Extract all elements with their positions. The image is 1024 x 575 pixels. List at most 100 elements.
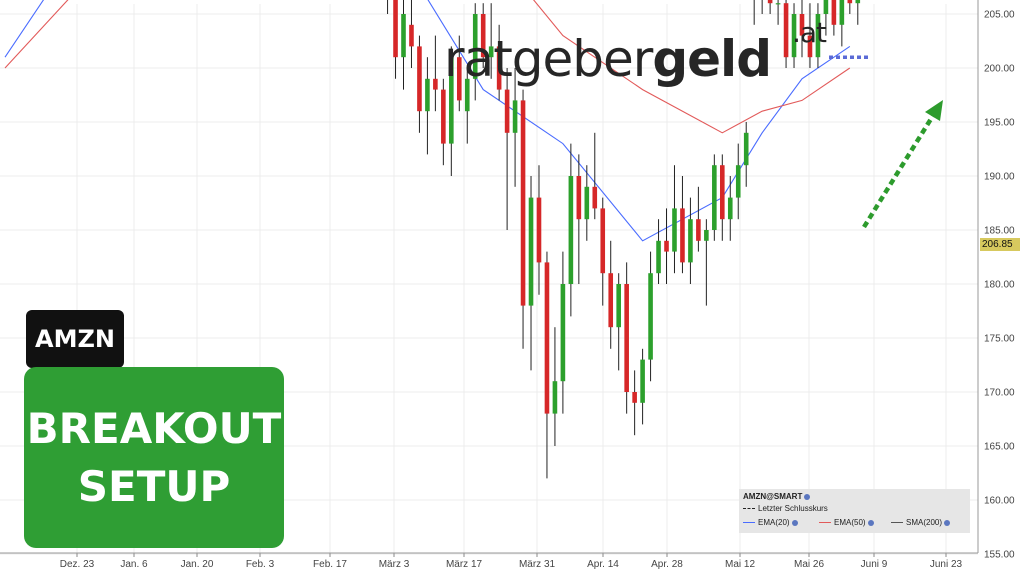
breakout-arrow-shaft [862, 112, 936, 229]
setup-line-2: SETUP [77, 461, 231, 511]
candle-up [839, 0, 845, 25]
legend-last-close: Letzter Schlusskurs [758, 504, 828, 513]
candle-down [544, 262, 550, 414]
candle-up [855, 0, 861, 4]
x-tick-label: Mai 12 [725, 559, 755, 570]
candle-up [656, 240, 661, 274]
candle-down [480, 14, 486, 58]
annotation-layer [829, 55, 943, 229]
x-tick-label: Jan. 6 [120, 559, 148, 570]
candle-up [560, 284, 566, 382]
candle-up [648, 273, 653, 360]
ema50-line [4, 0, 851, 134]
y-tick-label: 200.00 [984, 64, 1015, 75]
legend-sma200-row: SMA(200) [891, 518, 952, 527]
ema50-swatch [819, 522, 831, 523]
y-tick-label: 165.00 [984, 442, 1015, 453]
candle-down [807, 35, 813, 58]
candle-up [584, 186, 590, 220]
candle-up [616, 284, 621, 328]
candle-down [520, 100, 526, 306]
last-close-swatch [743, 508, 755, 509]
candle-up [464, 78, 470, 112]
candle-up [528, 197, 534, 306]
candle-up [727, 197, 733, 220]
logo-suffix: .at [792, 16, 827, 49]
x-tick-label: Juni 23 [930, 559, 963, 570]
candle-down [417, 46, 422, 112]
candle-up [449, 57, 454, 144]
ema20-swatch [743, 522, 755, 523]
x-tick-label: März 31 [519, 559, 556, 570]
candle-down [632, 392, 637, 403]
x-tick-label: März 17 [446, 559, 483, 570]
logo-part2: geld [652, 30, 772, 88]
y-tick-label: 155.00 [984, 550, 1015, 561]
x-tick-label: Jan. 20 [181, 559, 214, 570]
x-tick-label: Feb. 3 [246, 559, 275, 570]
candle-down [433, 78, 438, 90]
y-tick-label: 175.00 [984, 334, 1015, 345]
x-tick-label: Juni 9 [861, 559, 888, 570]
legend-ema20-row: EMA(20) [743, 518, 800, 527]
y-tick-label: 170.00 [984, 388, 1015, 399]
candle-up [712, 165, 717, 230]
x-tick-label: März 3 [379, 559, 410, 570]
candle-down [441, 89, 446, 144]
candle-up [640, 359, 645, 403]
y-tick-label: 185.00 [984, 226, 1015, 237]
legend-ema50-row: EMA(50) [819, 518, 876, 527]
candle-down [767, 0, 773, 4]
x-tick-label: Apr. 14 [587, 559, 619, 570]
ticker-badge: AMZN [26, 310, 124, 368]
candle-down [456, 57, 462, 101]
candle-down [831, 0, 837, 25]
candle-up [552, 381, 558, 414]
legend-settings-icon[interactable] [804, 493, 811, 500]
candle-up [488, 46, 494, 58]
legend-sma200: SMA(200) [906, 518, 943, 527]
candle-down [393, 0, 398, 58]
ema20-settings-icon[interactable] [791, 519, 798, 526]
candle-down [409, 24, 414, 47]
legend-symbol-row: AMZN@SMART [743, 492, 812, 501]
legend-last-close-row: Letzter Schlusskurs [743, 504, 828, 513]
candle-up [672, 208, 677, 252]
y-tick-label: 160.00 [984, 496, 1015, 507]
candle-up [425, 78, 430, 112]
candle-up [791, 14, 797, 58]
candle-down [496, 46, 502, 90]
candle-down [847, 0, 853, 4]
candle-down [576, 176, 582, 220]
candle-up [512, 100, 518, 133]
sma200-settings-icon[interactable] [944, 519, 951, 526]
candle-up [743, 132, 749, 166]
ema20-line [4, 0, 851, 242]
candle-up [735, 165, 741, 198]
legend-ema50: EMA(50) [834, 518, 866, 527]
candle-up [472, 14, 478, 79]
candle-up [775, 3, 781, 5]
candle-up [401, 14, 406, 58]
x-tick-label: Dez. 23 [60, 559, 95, 570]
last-price-tag: 206.85 [980, 238, 1020, 251]
candle-layer [387, 0, 861, 479]
y-tick-label: 205.00 [984, 10, 1015, 21]
candle-down [536, 197, 542, 263]
x-tick-label: Mai 26 [794, 559, 824, 570]
candle-down [696, 219, 701, 241]
candle-down [504, 89, 510, 133]
candle-up [568, 176, 574, 284]
candle-up [823, 0, 829, 15]
candle-down [600, 208, 606, 274]
ratgebergeld-logo: ratgebergeld .at [444, 16, 827, 88]
breakout-arrow-head [925, 100, 943, 121]
sma200-swatch [891, 522, 903, 523]
legend-symbol: AMZN@SMART [743, 492, 803, 501]
ema50-settings-icon[interactable] [867, 519, 874, 526]
y-tick-label: 190.00 [984, 172, 1015, 183]
candle-down [608, 273, 614, 328]
setup-line-1: BREAKOUT [26, 403, 282, 453]
candle-down [592, 186, 598, 209]
